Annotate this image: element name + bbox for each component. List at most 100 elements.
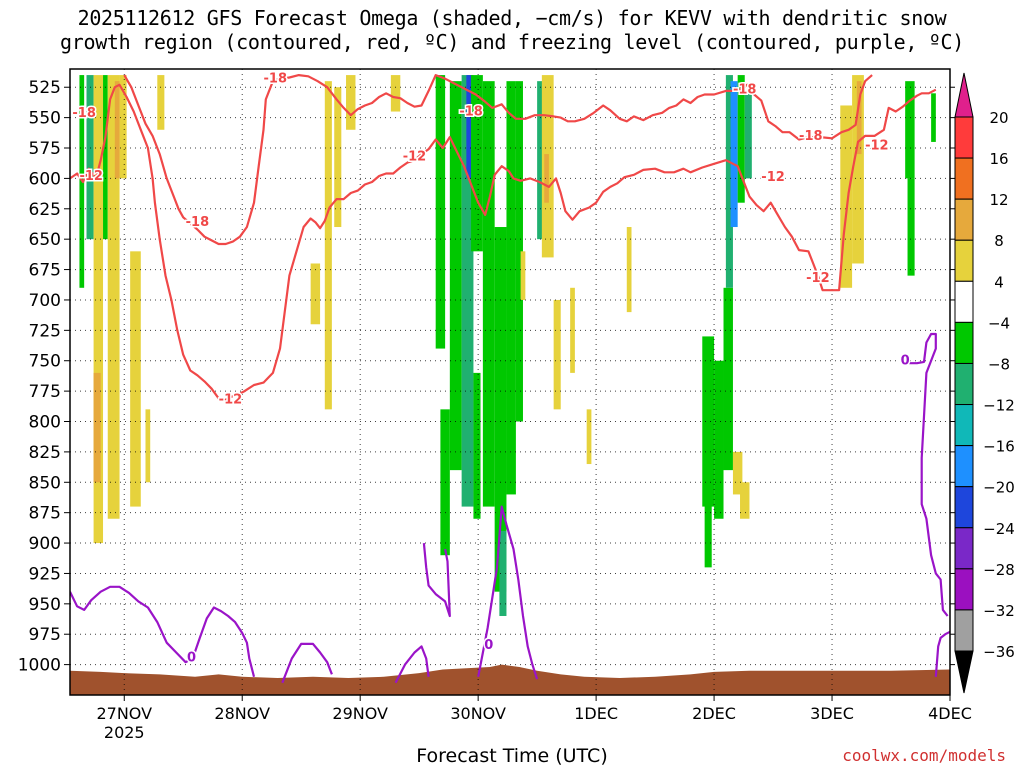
omega-shade-cell — [544, 154, 549, 203]
dgz-contour-label: -18 — [799, 129, 823, 144]
y-tick-label: 825 — [29, 443, 61, 463]
y-tick-label: 650 — [29, 230, 61, 250]
colorbar-label: 12 — [989, 191, 1008, 209]
colorbar-swatch — [954, 157, 974, 200]
colorbar-top-cap — [954, 72, 974, 118]
colorbar-swatch — [954, 568, 974, 611]
colorbar-swatch — [954, 527, 974, 570]
y-tick-label: 625 — [29, 200, 61, 220]
dgz-contour-label: -12 — [79, 169, 103, 184]
omega-shade-cell — [494, 227, 507, 592]
x-tick-label: 29NOV — [332, 704, 388, 723]
freezing-level-contour — [902, 332, 949, 617]
dgz-contour-label: -12 — [219, 393, 243, 408]
omega-shade-cell — [471, 75, 483, 252]
y-tick-label: 725 — [29, 321, 61, 341]
dgz-contour-label: -18 — [186, 215, 210, 230]
omega-shade-cell — [723, 287, 733, 471]
omega-shade-cell — [907, 178, 915, 276]
colorbar-label: −36 — [983, 643, 1015, 661]
x-tick-label: 3DEC — [810, 704, 854, 723]
omega-shade-cell — [856, 81, 862, 155]
x-tick-label: 28NOV — [214, 704, 270, 723]
omega-shade-cell — [852, 75, 864, 264]
y-tick-label: 675 — [29, 261, 61, 281]
omega-shade-cell — [461, 75, 474, 507]
omega-shade-cell — [119, 75, 127, 179]
x-tick-label: 30NOV — [450, 704, 506, 723]
omega-shade-cell — [732, 451, 743, 495]
colorbar-swatch — [954, 362, 974, 406]
omega-shade-cell — [714, 360, 724, 519]
omega-shade-cell — [473, 372, 481, 519]
omega-shade-cell — [725, 75, 733, 288]
y-tick-label: 900 — [29, 534, 61, 554]
colorbar-swatch — [954, 404, 974, 447]
dgz-contour-label: -18 — [459, 105, 483, 120]
chart-title-line-1: 2025112612 GFS Forecast Omega (shaded, −… — [77, 6, 947, 30]
colorbar-swatch — [954, 609, 974, 652]
x-tick-label: 2DEC — [692, 704, 736, 723]
omega-shade-cell — [626, 227, 632, 313]
dgz-contour-label: -12 — [761, 170, 785, 185]
omega-shade-cell — [586, 409, 592, 465]
dgz-contour-label: -12 — [806, 271, 830, 286]
y-tick-label: 750 — [29, 352, 61, 372]
omega-shade-cell — [145, 409, 151, 483]
colorbar-label: −24 — [983, 520, 1015, 538]
omega-shade-cell — [520, 251, 526, 300]
terrain-surface — [70, 664, 950, 695]
omega-shade-cell — [93, 372, 101, 483]
colorbar-swatch — [954, 321, 974, 364]
y-tick-label: 975 — [29, 625, 61, 645]
plot-frame — [69, 68, 951, 696]
x-axis-label: Forecast Time (UTC) — [416, 745, 608, 767]
omega-shade-cell — [390, 75, 401, 112]
omega-shade-cell — [482, 81, 495, 507]
colorbar-swatch — [954, 486, 974, 529]
omega-shade-cell — [346, 75, 356, 130]
freezing-level-contour — [70, 585, 256, 678]
omega-shade-cell — [840, 105, 853, 288]
omega-shade-cell — [931, 93, 936, 142]
freezing-level-contour — [422, 542, 451, 618]
dgz-contour-label: -18 — [264, 72, 288, 87]
colorbar-label: −20 — [983, 479, 1015, 497]
freezing-level-contour — [477, 505, 539, 680]
freezing-level-label: 0 — [187, 650, 196, 665]
colorbar-swatch — [954, 198, 974, 241]
colorbar-label: 20 — [989, 109, 1008, 127]
y-tick-label: 775 — [29, 382, 61, 402]
freezing-level-label: 0 — [901, 354, 910, 369]
dgz-contour-label: -12 — [403, 150, 427, 165]
y-tick-label: 950 — [29, 595, 61, 615]
omega-shade-cell — [310, 263, 321, 325]
omega-shade-cell — [740, 482, 750, 519]
colorbar-swatch — [954, 280, 974, 323]
dgz-contour-label: -18 — [72, 106, 96, 121]
colorbar-label: −16 — [983, 438, 1015, 456]
omega-shade-cell — [107, 75, 120, 519]
colorbar-label: −28 — [983, 561, 1015, 579]
x-tick-sublabel-year: 2025 — [104, 723, 145, 742]
freezing-level-contour — [934, 630, 950, 677]
colorbar-bottom-cap — [954, 650, 974, 694]
omega-shade-cell — [449, 81, 462, 471]
y-tick-label: 550 — [29, 109, 61, 129]
y-tick-label: 575 — [29, 139, 61, 159]
omega-shade-cell — [737, 75, 745, 203]
chart-title-line-2: growth region (contoured, red, ºC) and f… — [59, 30, 965, 54]
y-tick-label: 875 — [29, 504, 61, 524]
omega-shade-cell — [704, 397, 712, 568]
y-tick-label: 925 — [29, 564, 61, 584]
omega-shade-cell — [537, 81, 545, 240]
dgz-contour-label: -12 — [865, 139, 889, 154]
omega-shade-cell — [86, 75, 94, 240]
colorbar-label: 16 — [989, 150, 1008, 168]
omega-shade-cell — [114, 81, 120, 179]
credit-text: coolwx.com/models — [842, 746, 1006, 765]
colorbar-label: 4 — [994, 273, 1004, 291]
omega-shade-cell — [324, 81, 332, 410]
omega-shade-cell — [499, 530, 507, 616]
